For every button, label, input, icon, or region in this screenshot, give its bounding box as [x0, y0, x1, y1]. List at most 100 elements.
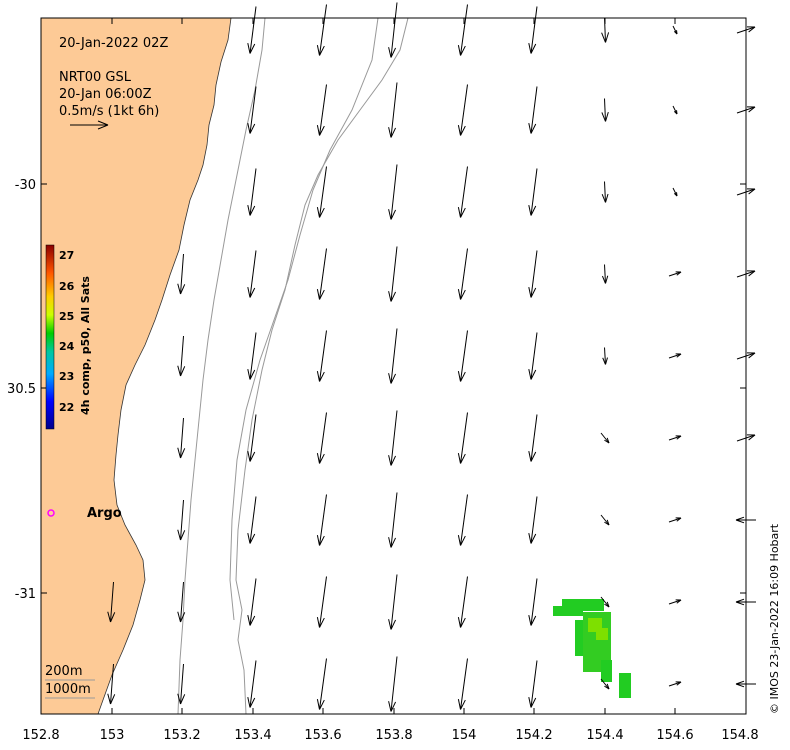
- velocity-arrow-segment: [460, 535, 466, 546]
- velocity-arrow-segment: [676, 435, 682, 440]
- velocity-arrow-segment: [600, 596, 610, 608]
- velocity-arrow-segment: [110, 663, 114, 705]
- velocity-arrow-segment: [316, 535, 320, 546]
- velocity-arrow-segment: [249, 86, 257, 134]
- velocity-arrow: [528, 86, 538, 134]
- x-tick-label: 154.4: [586, 728, 623, 743]
- velocity-arrow-segment: [390, 246, 398, 302]
- velocity-arrow-segment: [180, 448, 186, 459]
- velocity-arrow: [247, 496, 257, 544]
- velocity-arrow-segment: [177, 447, 181, 459]
- velocity-arrow: [316, 248, 327, 300]
- velocity-arrow: [388, 656, 398, 712]
- velocity-arrow: [316, 576, 327, 628]
- credit-text: © IMOS 23-Jan-2022 16:09 Hobart: [768, 523, 781, 714]
- x-tick-label: 154: [452, 728, 477, 743]
- velocity-arrow-segment: [319, 576, 327, 628]
- velocity-arrow-segment: [530, 496, 538, 544]
- velocity-arrow-segment: [748, 106, 756, 113]
- velocity-arrow-segment: [528, 533, 532, 544]
- velocity-arrow: [388, 246, 398, 302]
- velocity-arrow-segment: [247, 287, 251, 298]
- scale-arrow: [70, 120, 109, 130]
- velocity-arrow-segment: [249, 123, 256, 134]
- x-tick-label: 153.4: [234, 728, 271, 743]
- velocity-arrow-segment: [668, 517, 682, 523]
- velocity-arrow-segment: [460, 4, 468, 56]
- velocity-arrow-segment: [316, 45, 320, 56]
- velocity-arrow: [247, 332, 257, 380]
- velocity-arrow-segment: [605, 275, 609, 284]
- velocity-arrow: [316, 84, 327, 136]
- velocity-arrow-segment: [605, 193, 609, 203]
- velocity-arrow-segment: [390, 619, 397, 630]
- velocity-arrow-segment: [180, 663, 184, 705]
- velocity-arrow: [388, 82, 398, 138]
- velocity-arrow: [668, 599, 682, 605]
- velocity-arrow-segment: [530, 86, 538, 134]
- velocity-arrow-segment: [676, 681, 682, 686]
- velocity-arrow: [316, 330, 327, 382]
- velocity-arrow-segment: [247, 43, 251, 54]
- velocity-arrow-segment: [748, 188, 756, 195]
- velocity-arrow-segment: [249, 369, 256, 380]
- velocity-arrow-segment: [748, 26, 756, 33]
- velocity-arrow-segment: [530, 615, 537, 626]
- velocity-arrow-segment: [530, 697, 537, 708]
- velocity-arrow-segment: [735, 601, 745, 606]
- velocity-arrow: [457, 166, 468, 218]
- velocity-arrow-segment: [460, 699, 466, 710]
- velocity-arrow-segment: [601, 112, 606, 122]
- velocity-arrow-segment: [249, 168, 257, 216]
- velocity-arrow-segment: [460, 576, 468, 628]
- velocity-arrow-segment: [319, 289, 325, 300]
- velocity-arrow: [247, 660, 257, 708]
- velocity-arrow-segment: [460, 248, 468, 300]
- velocity-arrow-segment: [668, 353, 682, 359]
- velocity-arrow-segment: [601, 194, 606, 203]
- velocity-arrow-segment: [319, 371, 325, 382]
- velocity-arrow-segment: [530, 660, 538, 708]
- velocity-arrow-segment: [180, 499, 184, 541]
- velocity-arrow-segment: [390, 410, 398, 466]
- coastline-land: [40, 17, 232, 715]
- velocity-arrow-segment: [110, 694, 116, 705]
- velocity-arrow-segment: [668, 681, 682, 687]
- velocity-arrow-segment: [319, 330, 327, 382]
- velocity-arrow-segment: [530, 6, 538, 54]
- velocity-arrow-segment: [390, 537, 397, 548]
- velocity-arrow: [177, 335, 186, 377]
- velocity-arrow-segment: [676, 599, 682, 604]
- date-label: 20-Jan-2022 02Z: [59, 36, 168, 51]
- velocity-arrow-segment: [388, 701, 392, 712]
- velocity-arrow-segment: [249, 6, 257, 54]
- velocity-arrow-segment: [460, 330, 468, 382]
- velocity-arrow-segment: [390, 209, 397, 220]
- velocity-arrow-segment: [388, 537, 392, 548]
- velocity-arrow-segment: [390, 373, 397, 384]
- velocity-arrow-segment: [530, 369, 537, 380]
- velocity-arrow: [388, 328, 398, 384]
- velocity-arrow-segment: [319, 4, 327, 56]
- velocity-arrow: [177, 581, 186, 623]
- velocity-arrow-segment: [249, 578, 257, 626]
- velocity-arrow-segment: [390, 291, 397, 302]
- velocity-arrow-segment: [247, 369, 251, 380]
- velocity-arrow-segment: [460, 84, 468, 136]
- velocity-arrow-segment: [247, 205, 251, 216]
- velocity-arrow-segment: [530, 287, 537, 298]
- velocity-arrow: [601, 181, 609, 203]
- axis-ticks: [40, 18, 747, 714]
- colorbar-tick-label: 24: [59, 340, 75, 353]
- velocity-arrow-segment: [735, 680, 745, 685]
- velocity-arrow-segment: [604, 439, 610, 444]
- velocity-arrow: [388, 164, 398, 220]
- velocity-arrow-segment: [249, 615, 256, 626]
- velocity-arrow: [528, 168, 538, 216]
- velocity-arrow-segment: [530, 43, 537, 54]
- velocity-arrow-segment: [180, 581, 184, 623]
- velocity-arrow-segment: [316, 453, 320, 464]
- velocity-arrow: [672, 105, 678, 115]
- velocity-arrow-segment: [180, 284, 186, 295]
- velocity-arrow: [388, 410, 398, 466]
